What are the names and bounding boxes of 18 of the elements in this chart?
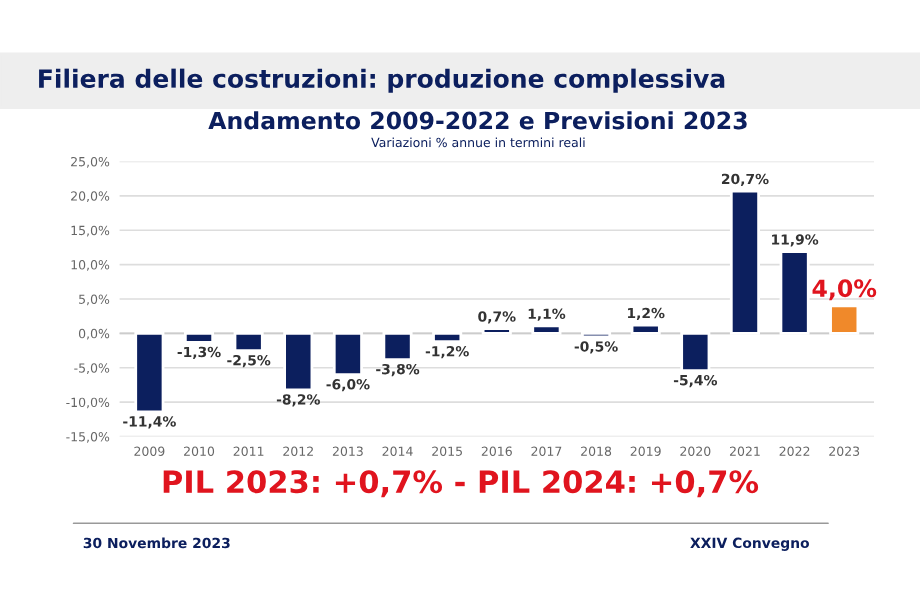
bar xyxy=(779,250,810,335)
bar xyxy=(531,324,562,335)
bar xyxy=(481,327,512,335)
bar xyxy=(332,332,363,377)
bar xyxy=(829,304,860,335)
bar xyxy=(233,332,264,352)
text: PIL 2023: +0,7% - PIL 2024: +0,7% xyxy=(163,470,759,498)
bar xyxy=(134,332,165,414)
data-label: 4,0% xyxy=(812,279,877,301)
bar xyxy=(183,332,215,344)
chart-subtitle: Andamento 2009-2022 e Previsioni 2023 xyxy=(208,111,747,130)
bar xyxy=(630,323,661,335)
bar xyxy=(432,332,463,344)
bar xyxy=(680,332,711,372)
bar xyxy=(729,189,760,335)
chart-title: Filiera delle costruzioni: produzione complessiva xyxy=(39,68,725,93)
bar xyxy=(382,332,413,361)
bar xyxy=(283,332,314,392)
